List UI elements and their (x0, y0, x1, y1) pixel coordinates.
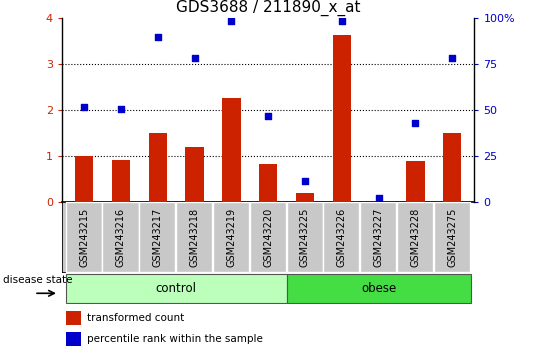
Bar (406, 161, 425, 202)
Text: percentile rank within the sample: percentile rank within the sample (87, 334, 262, 344)
Bar (213, 202, 249, 272)
Point (264, 113, 273, 119)
Bar (287, 202, 323, 272)
Text: GSM243216: GSM243216 (116, 207, 126, 267)
Title: GDS3688 / 211890_x_at: GDS3688 / 211890_x_at (176, 0, 361, 16)
Bar (250, 202, 286, 272)
Point (80, 104, 88, 110)
Bar (287, 274, 471, 303)
Point (374, 195, 383, 201)
Bar (176, 202, 212, 272)
Bar (296, 194, 314, 202)
Text: GSM243275: GSM243275 (447, 207, 457, 267)
Bar (434, 202, 470, 272)
Bar (139, 202, 175, 272)
Point (154, 35, 162, 40)
Text: GSM243217: GSM243217 (153, 207, 163, 267)
Bar (66, 274, 287, 303)
Bar (360, 202, 396, 272)
Bar (112, 160, 130, 202)
Text: transformed count: transformed count (87, 313, 184, 323)
Text: disease state: disease state (3, 275, 72, 285)
Point (448, 55, 457, 61)
Text: control: control (156, 282, 197, 295)
Point (301, 178, 309, 184)
Bar (259, 164, 278, 202)
Text: GSM243215: GSM243215 (79, 207, 89, 267)
Text: GSM243227: GSM243227 (374, 207, 384, 267)
Point (116, 106, 125, 112)
Bar (323, 202, 360, 272)
Bar (397, 202, 433, 272)
Text: GSM243218: GSM243218 (190, 207, 199, 267)
Point (190, 55, 199, 61)
Bar (333, 35, 351, 202)
Bar (443, 133, 461, 202)
Bar (149, 133, 167, 202)
Text: obese: obese (361, 282, 396, 295)
Text: GSM243228: GSM243228 (410, 207, 420, 267)
Point (337, 18, 346, 24)
Text: GSM243225: GSM243225 (300, 207, 310, 267)
Bar (185, 147, 204, 202)
Text: GSM243220: GSM243220 (263, 207, 273, 267)
Text: GSM243219: GSM243219 (226, 207, 236, 267)
Bar (102, 202, 139, 272)
Point (411, 120, 420, 125)
Bar (66, 332, 80, 346)
Text: GSM243226: GSM243226 (337, 207, 347, 267)
Bar (222, 98, 240, 202)
Point (227, 18, 236, 24)
Bar (66, 312, 80, 325)
Bar (66, 202, 102, 272)
Bar (75, 156, 93, 202)
